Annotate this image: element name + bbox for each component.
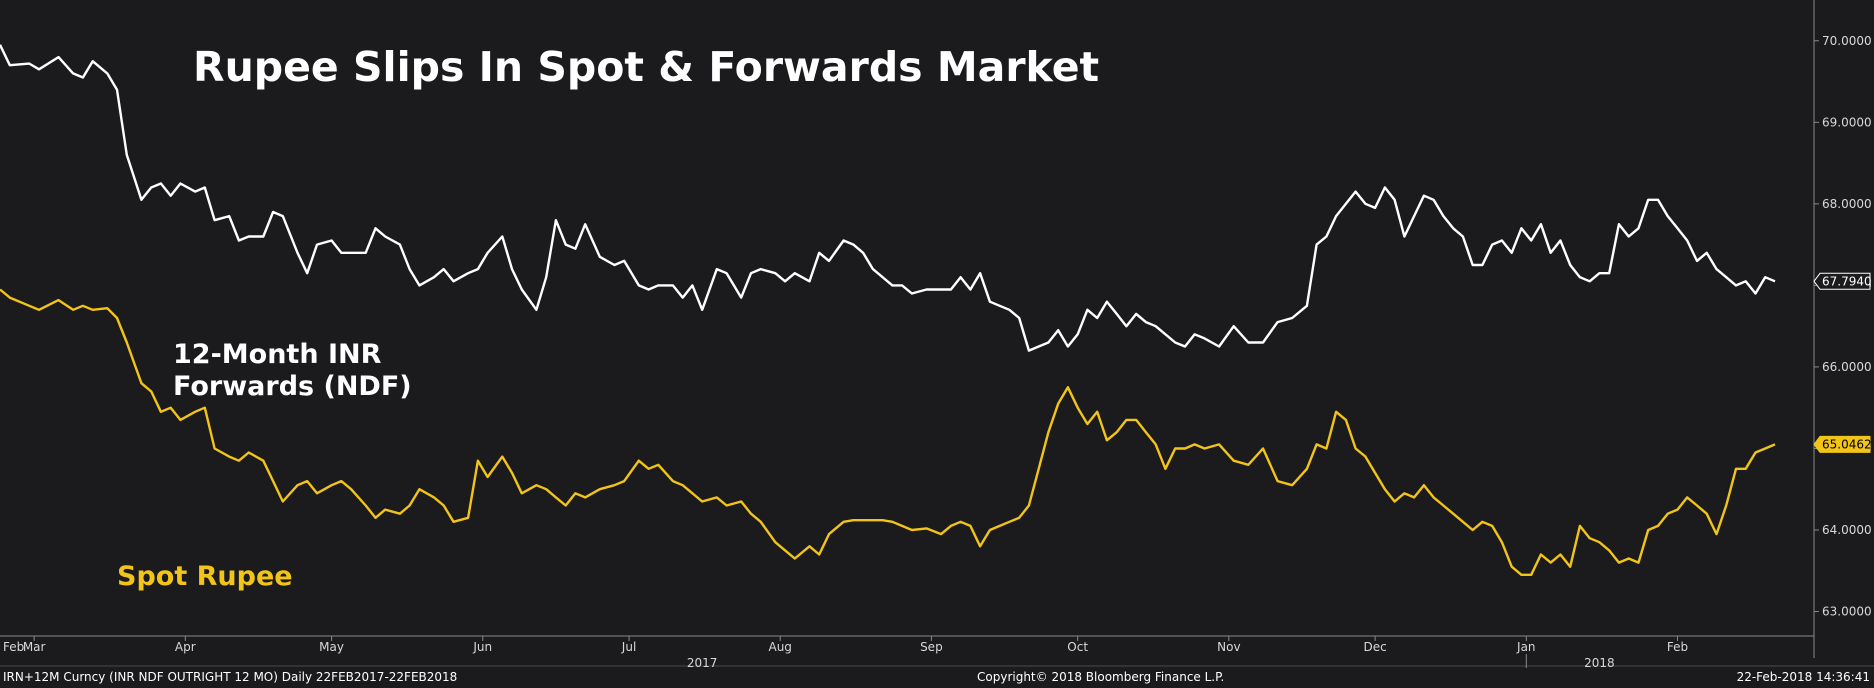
y-tick-label: 63.0000 (1822, 605, 1872, 619)
series-line-spot (0, 288, 1776, 576)
series-line-forwards (0, 44, 1776, 352)
last-value-tags: 67.7940 65.0462 (1813, 272, 1872, 453)
x-tick-label: Feb (1667, 640, 1688, 654)
y-tick-label: 64.0000 (1822, 523, 1872, 537)
forwards-series-label-line1: 12-Month INR (173, 339, 382, 370)
x-tick-label: May (319, 640, 344, 654)
x-year-label: 2017 (687, 656, 718, 670)
x-tick-label: Feb (3, 640, 24, 654)
x-tick-label: Apr (175, 640, 196, 654)
x-tick-label: Jan (1516, 640, 1536, 654)
tag-value: 67.7940 (1822, 274, 1872, 288)
y-tick-label: 66.0000 (1822, 360, 1872, 374)
spot-last-value-tag: 65.0462 (1813, 435, 1872, 453)
tag-shape (1813, 435, 1871, 453)
y-tick-label: 68.0000 (1822, 197, 1872, 211)
x-tick-label: Mar (23, 640, 46, 654)
x-tick-label: Jun (472, 640, 492, 654)
footer-copyright: Copyright© 2018 Bloomberg Finance L.P. (977, 670, 1225, 684)
spot-series-label: Spot Rupee (117, 561, 293, 592)
x-tick-label: Dec (1364, 640, 1387, 654)
plot-area (0, 0, 1814, 636)
forwards-last-value-tag: 67.7940 (1813, 272, 1872, 290)
y-tick-label: 69.0000 (1822, 115, 1872, 129)
x-tick-label: Aug (768, 640, 791, 654)
footer-ticker-info: IRN+12M Curncy (INR NDF OUTRIGHT 12 MO) … (3, 670, 458, 684)
x-tick-label: Sep (920, 640, 943, 654)
x-tick-label: Oct (1067, 640, 1088, 654)
forwards-series-label-line2: Forwards (NDF) (173, 371, 412, 402)
tag-shape (1813, 272, 1871, 290)
tag-value: 65.0462 (1822, 437, 1872, 451)
series-lines (0, 44, 1776, 576)
x-tick-label: Nov (1217, 640, 1240, 654)
x-year-label: 2018 (1584, 656, 1615, 670)
y-tick-label: 70.0000 (1822, 34, 1872, 48)
x-tick-label: Jul (621, 640, 636, 654)
footer-timestamp: 22-Feb-2018 14:36:41 (1736, 670, 1870, 684)
chart-title: Rupee Slips In Spot & Forwards Market (193, 43, 1099, 91)
